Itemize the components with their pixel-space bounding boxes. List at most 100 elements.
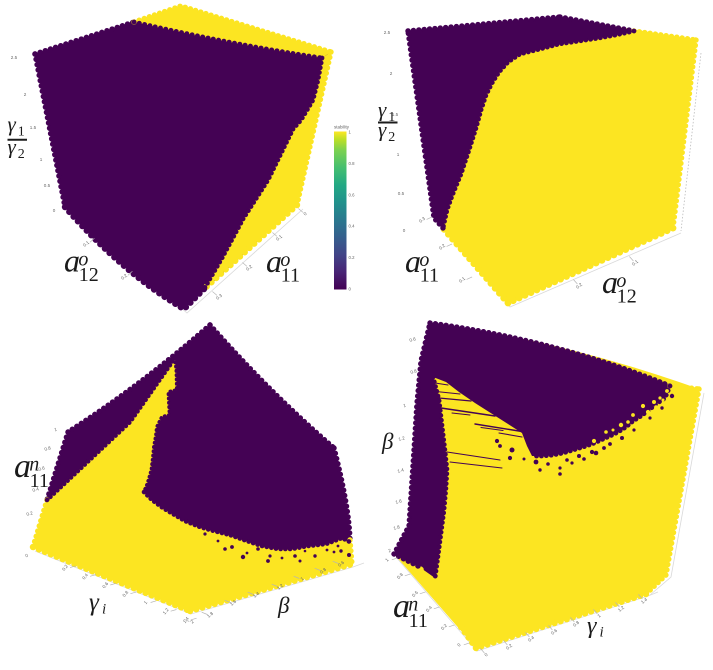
svg-text:11: 11 bbox=[420, 265, 439, 287]
svg-text:1.2: 1.2 bbox=[398, 435, 406, 442]
svg-text:1.4: 1.4 bbox=[252, 591, 260, 599]
svg-text:γ: γ bbox=[378, 98, 387, 122]
svg-text:1: 1 bbox=[18, 125, 25, 140]
svg-text:0.1: 0.1 bbox=[275, 234, 283, 242]
svg-text:1: 1 bbox=[397, 152, 400, 157]
svg-text:0.5: 0.5 bbox=[398, 191, 405, 196]
svg-text:γ: γ bbox=[8, 112, 17, 136]
svg-text:0.1: 0.1 bbox=[631, 259, 639, 267]
svg-text:o: o bbox=[616, 270, 626, 292]
svg-text:0.8: 0.8 bbox=[44, 445, 52, 452]
svg-text:0.4: 0.4 bbox=[32, 486, 40, 493]
svg-text:o: o bbox=[419, 249, 429, 271]
svg-text:1.4: 1.4 bbox=[640, 597, 648, 605]
svg-text:1: 1 bbox=[597, 613, 602, 619]
svg-text:γ: γ bbox=[8, 135, 17, 159]
svg-text:1: 1 bbox=[143, 600, 149, 606]
svg-text:0.2: 0.2 bbox=[245, 264, 253, 272]
svg-text:n: n bbox=[408, 594, 418, 616]
svg-text:11: 11 bbox=[409, 610, 428, 632]
svg-text:1: 1 bbox=[300, 576, 305, 582]
svg-text:0.2: 0.2 bbox=[505, 643, 513, 651]
svg-text:0.8: 0.8 bbox=[349, 161, 356, 166]
svg-text:0.4: 0.4 bbox=[81, 572, 89, 580]
svg-text:a: a bbox=[266, 243, 282, 279]
svg-text:1.6: 1.6 bbox=[229, 599, 237, 607]
svg-text:1.8: 1.8 bbox=[393, 524, 401, 531]
svg-text:11: 11 bbox=[30, 470, 49, 492]
svg-text:0.6: 0.6 bbox=[337, 560, 345, 568]
svg-text:2: 2 bbox=[18, 147, 25, 162]
svg-text:1: 1 bbox=[388, 110, 395, 125]
svg-text:stability: stability bbox=[334, 125, 350, 130]
svg-text:1: 1 bbox=[40, 157, 43, 162]
svg-text:11: 11 bbox=[281, 265, 300, 287]
svg-text:2: 2 bbox=[388, 548, 392, 554]
svg-text:γ: γ bbox=[89, 589, 100, 616]
svg-text:0.2: 0.2 bbox=[438, 243, 446, 251]
svg-text:1.5: 1.5 bbox=[30, 125, 37, 130]
svg-text:γ: γ bbox=[378, 118, 387, 142]
svg-text:0.6: 0.6 bbox=[349, 192, 356, 197]
svg-text:0.3: 0.3 bbox=[215, 293, 223, 301]
svg-text:0.8: 0.8 bbox=[319, 567, 327, 575]
svg-text:2: 2 bbox=[24, 92, 27, 97]
svg-text:0: 0 bbox=[484, 652, 489, 658]
svg-text:0: 0 bbox=[403, 228, 406, 233]
svg-text:0.4: 0.4 bbox=[349, 224, 356, 229]
svg-text:0.1: 0.1 bbox=[82, 240, 90, 248]
svg-text:2: 2 bbox=[390, 71, 393, 76]
svg-text:0.6: 0.6 bbox=[101, 581, 109, 589]
svg-text:β: β bbox=[277, 593, 290, 618]
svg-text:1: 1 bbox=[384, 557, 390, 563]
svg-text:0.6: 0.6 bbox=[38, 465, 46, 472]
svg-text:o: o bbox=[280, 249, 290, 271]
svg-text:0: 0 bbox=[53, 208, 56, 213]
svg-text:1: 1 bbox=[349, 130, 352, 135]
svg-text:2.5: 2.5 bbox=[11, 55, 18, 60]
svg-text:0: 0 bbox=[303, 211, 308, 217]
svg-text:a: a bbox=[64, 243, 80, 279]
svg-text:a: a bbox=[14, 448, 31, 485]
svg-text:a: a bbox=[405, 243, 421, 279]
svg-text:β: β bbox=[381, 429, 394, 454]
svg-text:i: i bbox=[102, 602, 106, 618]
svg-text:2.5: 2.5 bbox=[384, 30, 391, 35]
svg-text:0: 0 bbox=[456, 642, 462, 648]
svg-text:0.6: 0.6 bbox=[409, 336, 417, 343]
svg-text:1: 1 bbox=[54, 427, 58, 433]
svg-text:1.2: 1.2 bbox=[162, 607, 170, 615]
svg-text:0.4: 0.4 bbox=[425, 605, 433, 613]
svg-text:0.2: 0.2 bbox=[61, 563, 69, 571]
svg-text:2: 2 bbox=[388, 130, 395, 145]
svg-text:i: i bbox=[600, 625, 604, 641]
svg-text:0.2: 0.2 bbox=[349, 255, 356, 260]
svg-text:12: 12 bbox=[79, 264, 99, 286]
svg-text:a: a bbox=[602, 264, 618, 300]
svg-text:0.2: 0.2 bbox=[575, 282, 583, 290]
svg-text:0.1: 0.1 bbox=[458, 276, 466, 284]
svg-text:1.8: 1.8 bbox=[206, 611, 214, 619]
svg-text:0.3: 0.3 bbox=[418, 216, 426, 224]
svg-text:0: 0 bbox=[25, 553, 29, 559]
svg-text:0.8: 0.8 bbox=[121, 590, 129, 598]
svg-text:n: n bbox=[29, 454, 39, 476]
svg-text:0.6: 0.6 bbox=[411, 590, 419, 598]
svg-text:1.6: 1.6 bbox=[395, 498, 403, 505]
svg-text:0.2: 0.2 bbox=[26, 510, 34, 517]
svg-text:γ: γ bbox=[587, 613, 597, 639]
svg-text:0.8: 0.8 bbox=[410, 368, 418, 375]
svg-text:0.4: 0.4 bbox=[527, 635, 535, 643]
svg-text:0.6: 0.6 bbox=[550, 628, 558, 636]
svg-text:0.2: 0.2 bbox=[120, 273, 128, 281]
svg-text:a: a bbox=[393, 588, 410, 625]
svg-text:0.5: 0.5 bbox=[44, 183, 51, 188]
svg-text:1: 1 bbox=[403, 403, 407, 409]
svg-text:1.2: 1.2 bbox=[617, 605, 625, 613]
svg-text:0.8: 0.8 bbox=[396, 572, 404, 580]
svg-text:2: 2 bbox=[190, 619, 195, 625]
svg-text:0: 0 bbox=[349, 287, 352, 292]
svg-text:1.2: 1.2 bbox=[276, 583, 284, 591]
svg-text:12: 12 bbox=[617, 286, 637, 308]
svg-text:0.8: 0.8 bbox=[572, 620, 580, 628]
